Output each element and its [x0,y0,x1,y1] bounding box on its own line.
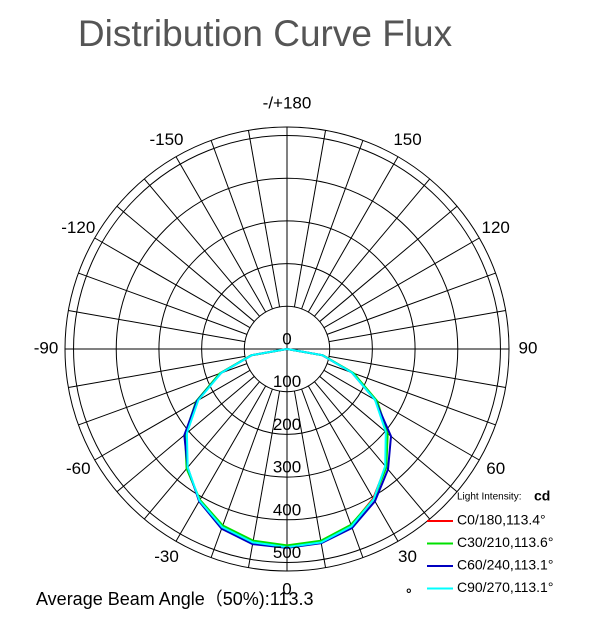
spoke [175,385,267,542]
spoke [116,205,255,322]
spoke [143,381,260,520]
spoke [68,309,246,343]
r-tick-label: 500 [273,543,301,562]
legend-unit: cd [534,488,550,504]
theta-tick-label: 120 [482,218,510,237]
r-tick-label: 0 [282,329,291,348]
spoke [307,156,399,313]
legend-label: C90/270,113.1° [457,579,553,595]
spoke [175,156,267,313]
ring [201,263,373,435]
spoke [326,272,496,335]
ring [243,305,331,393]
spoke [328,355,506,389]
spoke [210,388,273,558]
spoke [143,178,260,317]
spoke [319,205,458,322]
spoke [307,385,399,542]
r-tick-label: 300 [273,458,301,477]
spoke [247,130,281,308]
spoke [210,140,273,310]
theta-tick-label: -150 [149,130,183,149]
ring [158,220,416,478]
theta-tick-label: 150 [393,130,421,149]
spoke [94,369,251,461]
spoke [301,140,364,310]
spoke [293,390,327,568]
spoke [314,178,431,317]
curve [185,348,387,549]
r-tick-label: 400 [273,500,301,519]
spoke [323,237,480,329]
spoke [293,130,327,308]
theta-tick-label: -120 [61,218,95,237]
ring [73,135,501,563]
footer-unit: ° [406,586,412,602]
legend-label: C60/240,113.1° [457,557,553,573]
spoke [301,388,364,558]
spoke [247,390,281,568]
labels: 0 100 200 300 400 500 0 30 60 90 120 150 -/+180 -150 -… [34,93,554,598]
legend-title: Light Intensity: [457,492,521,503]
r-tick-label: 100 [273,372,301,391]
theta-tick-label: 90 [519,338,538,357]
legend-label: C30/210,113.6° [457,534,553,550]
theta-tick-label: 30 [398,547,417,566]
theta-tick-label: -60 [66,459,91,478]
ring [115,177,459,521]
theta-tick-label: -90 [34,338,59,357]
spoke [68,355,246,389]
r-tick-label: 200 [273,415,301,434]
chart-title: Distribution Curve Flux [78,13,453,54]
footer: Average Beam Angle（50%):113.3 [36,589,314,609]
theta-tick-label: 0 [282,579,291,598]
spoke [314,381,431,520]
theta-tick-label: -/+180 [263,93,312,112]
spoke [323,369,480,461]
spoke [78,272,248,335]
curves [183,348,393,549]
spoke [328,309,506,343]
theta-tick-label: -30 [154,547,179,566]
spoke [94,237,251,329]
theta-tick-label: 60 [486,459,505,478]
legend-label: C0/180,113.4° [457,512,546,528]
